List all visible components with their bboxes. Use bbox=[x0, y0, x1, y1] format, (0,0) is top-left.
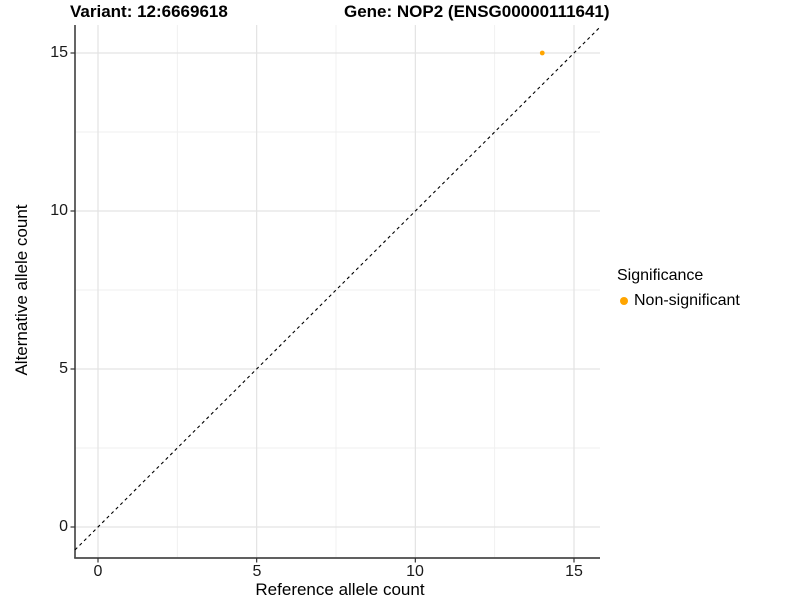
x-tick-10: 10 bbox=[406, 563, 424, 580]
data-point bbox=[539, 50, 545, 56]
major-gridlines bbox=[75, 25, 600, 558]
legend-title: Significance bbox=[617, 267, 704, 284]
x-tick-15: 15 bbox=[565, 563, 583, 580]
legend-item-label: Non-significant bbox=[634, 292, 740, 309]
x-tick-0: 0 bbox=[93, 563, 103, 580]
identity-dashed-line bbox=[74, 26, 601, 551]
axis-tick-marks bbox=[70, 52, 575, 563]
data-points bbox=[539, 50, 545, 56]
legend-item-non-significant: Non-significant bbox=[620, 291, 740, 310]
x-tick-5: 5 bbox=[252, 563, 262, 580]
legend-point-icon bbox=[620, 296, 628, 305]
y-tick-0: 0 bbox=[59, 518, 68, 535]
y-tick-10: 10 bbox=[50, 202, 68, 219]
minor-gridlines bbox=[75, 25, 600, 558]
y-tick-15: 15 bbox=[50, 44, 68, 61]
y-axis-title: Alternative allele count bbox=[12, 204, 31, 376]
y-tick-5: 5 bbox=[59, 360, 68, 377]
variant-title: Variant: 12:6669618 bbox=[70, 2, 228, 21]
x-axis-title: Reference allele count bbox=[255, 580, 425, 599]
gene-title: Gene: NOP2 (ENSG00000111641) bbox=[344, 2, 610, 21]
